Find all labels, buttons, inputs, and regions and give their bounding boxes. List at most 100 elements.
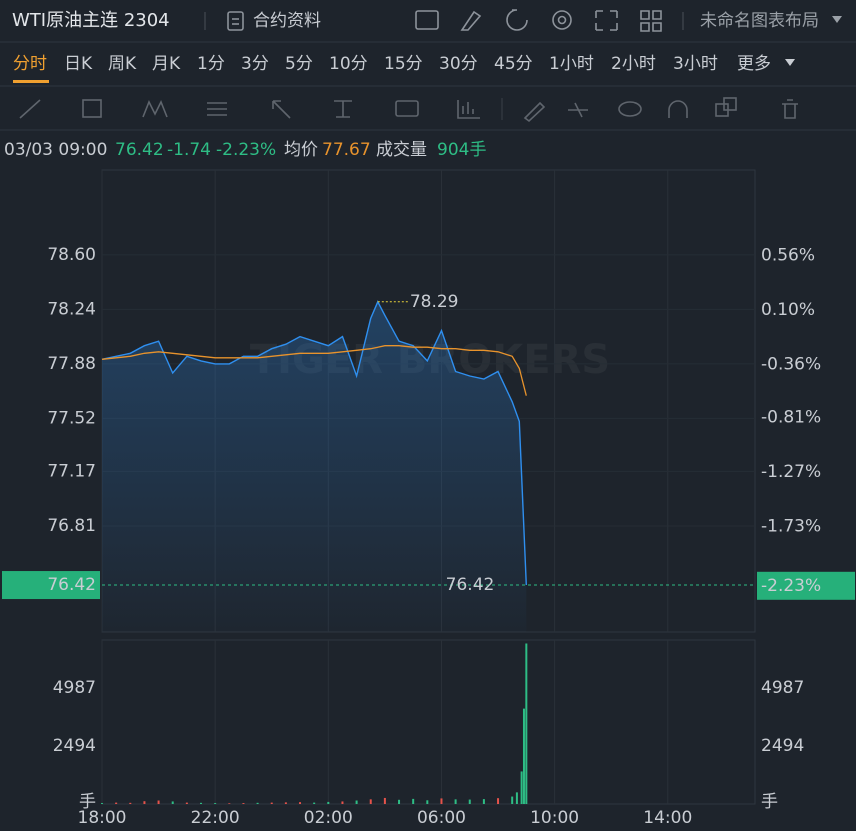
volume-bar [115,802,118,804]
x-tick-label: 10:00 [530,808,579,828]
volume-tick-label: 2494 [761,736,804,756]
y-tick-label: 76.81 [47,516,96,536]
volume-bar [468,799,471,804]
volume-tick-label: 4987 [761,678,804,698]
tool-wave[interactable] [142,100,168,118]
y2-tick-label: 0.10% [761,300,815,320]
tool-arrow[interactable] [272,100,291,119]
y2-tick-label: -1.27% [761,462,821,482]
volume-bar [482,799,485,804]
info-price: 76.42 [115,140,164,160]
volume-bar [426,800,429,804]
price-line [101,300,527,586]
last-pct-box [757,571,855,600]
doc-icon [227,11,244,31]
volume-bar [270,802,273,804]
tool-fib[interactable] [207,102,227,116]
y2-tick-label: 0.56% [761,245,815,265]
icon-fullscreen[interactable] [595,10,618,31]
tool-pen[interactable] [523,101,546,123]
volume-bar [341,801,344,804]
volume-bar [284,802,287,804]
layout-name[interactable]: 未命名图表布局 [700,11,819,31]
tool-eye[interactable] [618,101,642,117]
info-avg-label: 均价 [284,140,318,160]
y2-tick-label: -1.73% [761,517,821,537]
volume-tick-label: 4987 [53,678,96,698]
period-tab[interactable]: 3小时 [673,54,718,74]
volume-bar [214,803,217,804]
volume-bar [171,801,174,804]
icon-layout[interactable] [640,10,662,32]
period-tab[interactable]: 10分 [329,54,368,74]
x-tick-label: 18:00 [78,808,127,828]
y-tick-label: 78.60 [47,245,96,265]
volume-bar [511,796,514,804]
period-tab[interactable]: 周K [108,54,137,74]
volume-bar [157,800,160,804]
last-pct-label: -2.23% [761,576,821,596]
period-tab[interactable]: 45分 [494,54,533,74]
period-tab[interactable]: 30分 [439,54,478,74]
tool-lock[interactable] [668,100,688,118]
volume-bar [454,799,457,804]
icon-undo[interactable] [506,9,528,31]
tool-layers-back [723,97,737,111]
period-tab[interactable]: 3分 [241,54,269,74]
y-tick-label: 77.88 [47,354,96,374]
icon-settings-inner [557,15,567,25]
volume-bar [515,792,518,804]
tool-line[interactable] [19,99,41,119]
period-tab[interactable]: 15分 [384,54,423,74]
volume-bar [299,802,302,804]
tool-magnet[interactable] [568,102,588,118]
volume-bar [143,801,146,804]
icon-chart[interactable] [415,10,439,30]
volume-bar [383,797,386,804]
icon-settings[interactable] [552,10,572,30]
y2-tick-label: -0.36% [761,354,821,374]
volume-bar [327,801,330,804]
period-tabs: 分时 日K 周K 月K 1分 3分 5分 10分 15分 30分 45分 1小时 2小时 3小时 更多 [13,54,795,83]
y-tick-label: 77.52 [47,408,96,428]
volume-bar [228,803,231,804]
period-tab[interactable]: 1小时 [549,54,594,74]
icon-edit[interactable] [460,10,482,31]
period-tab[interactable]: 2小时 [611,54,656,74]
price-area [102,301,527,632]
tool-text[interactable] [334,100,352,118]
volume-tick-label: 2494 [53,736,96,756]
volume-bar [242,803,245,804]
x-tick-label: 06:00 [417,808,466,828]
dropdown-arrow[interactable] [832,16,842,23]
period-tab[interactable]: 日K [64,54,93,74]
volume-bar [355,800,358,804]
contract-info[interactable]: 合约资料 [253,11,321,31]
period-tab[interactable]: 分时 [13,54,47,74]
tool-rect[interactable] [82,99,102,118]
period-tab[interactable]: 5分 [285,54,313,74]
drawing-tools [19,97,798,123]
average-line [101,345,527,396]
last-price-inline: 76.42 [446,575,495,595]
volume-tick-label: 手 [761,792,778,812]
last-price-label: 76.42 [47,575,96,595]
period-tab[interactable]: 更多 [737,54,771,74]
title: WTI原油主连 2304 [12,10,170,31]
tool-label[interactable] [395,100,419,117]
tool-delete[interactable] [782,99,798,119]
period-tab[interactable]: 月K [152,54,181,74]
tool-measure[interactable] [457,100,480,119]
contract-info-button[interactable]: 合约资料 [227,11,321,31]
top-icons [415,9,684,32]
period-tab[interactable]: 1分 [197,54,225,74]
last-price-box [2,571,100,600]
volume-bar [525,643,528,804]
active-underline [13,80,49,83]
y2-tick-label: -0.81% [761,408,821,428]
y-tick-label: 77.17 [47,461,96,481]
volume-bar [129,802,132,804]
y-tick-label: 78.24 [47,299,96,319]
